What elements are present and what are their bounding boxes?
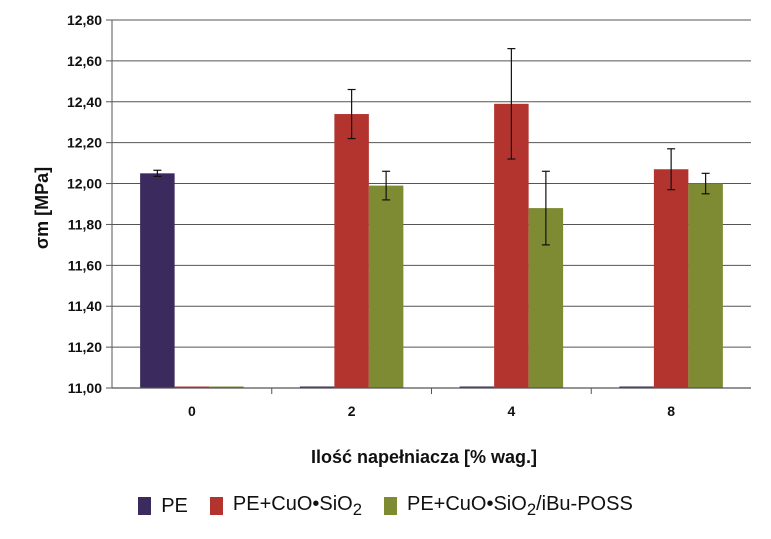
x-tick-labels: 0 2 4 8 [188,403,675,419]
y-tick-label: 11,40 [68,298,102,314]
bar [140,173,175,388]
y-tick-label: 11,60 [68,257,102,273]
axes [106,19,751,394]
x-tick-label: 2 [348,403,356,419]
legend-swatch-pe-cuo-sio2 [209,497,223,515]
x-tick-label: 4 [507,403,515,419]
y-axis-title: σm [MPa] [32,167,52,249]
y-tick-label: 12,00 [67,176,102,192]
bar [174,386,210,388]
bars-layer [140,103,723,389]
bar [299,386,335,388]
legend-label-pe-cuo-sio2: PE+CuO•SiO2 [232,492,362,519]
x-tick-label: 8 [667,403,675,419]
y-tick-label: 12,60 [67,53,102,69]
bar [334,114,369,389]
y-tick-labels: 11,00 11,20 11,40 11,60 11,80 12,00 12,20 12,40… [67,12,102,396]
legend-label-pe-cuo-sio2-ibu-poss: PE+CuO•SiO2/iBu-POSS [406,492,633,519]
y-tick-label: 11,80 [68,216,102,232]
bar [368,185,404,388]
bar [653,169,689,388]
legend-swatch-pe [138,497,152,515]
y-tick-label: 12,80 [67,12,102,28]
x-axis-title: Ilość napełniacza [% wag.] [311,447,537,467]
y-tick-label: 12,40 [67,94,102,110]
legend-item-pe: PE [138,495,188,518]
bar [619,386,654,388]
legend: PE PE+CuO•SiO2 PE+CuO•SiO2/iBu-POSS [0,486,771,526]
legend-label-pe: PE [161,494,188,517]
y-tick-label: 11,00 [68,380,102,396]
gridlines [112,19,751,348]
bar [459,386,495,388]
error-bars-layer [153,48,710,246]
bar-chart: 11,00 11,20 11,40 11,60 11,80 12,00 12,20 12,40… [32,12,751,467]
x-tick-label: 0 [188,403,196,419]
y-tick-label: 11,20 [68,339,102,355]
legend-item-pe-cuo-sio2-ibu-poss: PE+CuO•SiO2/iBu-POSS [383,492,633,520]
legend-item-pe-cuo-sio2: PE+CuO•SiO2 [209,492,362,520]
legend-swatch-pe-cuo-sio2-ibu-poss [383,497,397,515]
bar [688,183,723,388]
y-tick-label: 12,20 [67,135,102,151]
bar [209,386,244,388]
